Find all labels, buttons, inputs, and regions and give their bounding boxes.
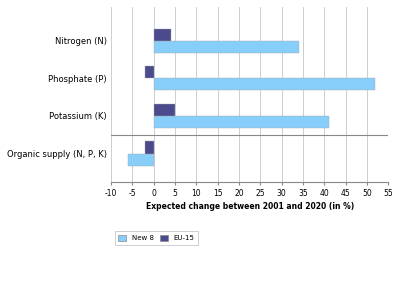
X-axis label: Expected change between 2001 and 2020 (in %): Expected change between 2001 and 2020 (i… [146,202,354,211]
Bar [154,41,299,53]
Bar [154,104,175,116]
Bar [145,66,154,78]
Bar [145,142,154,154]
Legend: New 8, EU-15: New 8, EU-15 [114,231,198,245]
Bar [154,78,375,90]
Bar [128,154,154,166]
Bar [154,29,171,41]
Bar [154,116,328,128]
